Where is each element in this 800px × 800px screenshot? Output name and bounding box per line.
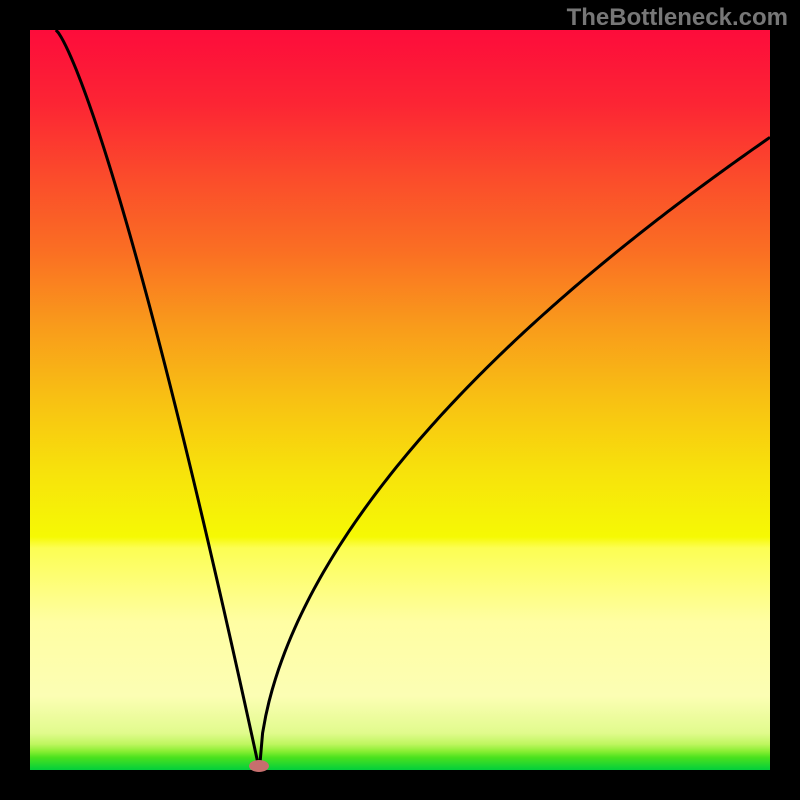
chart-container: TheBottleneck.com [0, 0, 800, 800]
plot-area [30, 30, 770, 770]
curve-overlay [30, 30, 770, 770]
watermark-text: TheBottleneck.com [567, 4, 788, 32]
bottleneck-curve [56, 30, 770, 770]
optimum-marker [247, 758, 271, 774]
